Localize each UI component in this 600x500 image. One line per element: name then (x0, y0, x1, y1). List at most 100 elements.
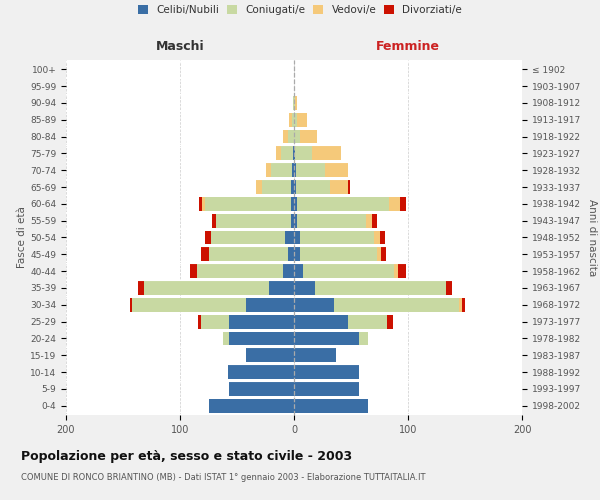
Bar (460, 298, 461, 312)
Bar (394, 264, 398, 278)
Bar (296, 180, 331, 194)
Bar (269, 281, 294, 295)
Bar (293, 146, 294, 160)
Bar (202, 197, 205, 210)
Bar (229, 332, 294, 345)
Bar (400, 197, 406, 210)
Bar (290, 214, 294, 228)
Bar (292, 113, 294, 126)
Bar (331, 180, 347, 194)
Bar (298, 113, 307, 126)
Bar (294, 230, 300, 244)
Bar (209, 248, 289, 261)
Bar (229, 314, 294, 328)
Bar (294, 264, 303, 278)
Bar (294, 314, 347, 328)
Bar (276, 146, 281, 160)
Bar (294, 298, 334, 312)
Bar (294, 348, 336, 362)
Bar (347, 314, 388, 328)
Bar (325, 164, 347, 177)
Bar (283, 264, 294, 278)
Bar (294, 146, 295, 160)
Bar (290, 180, 294, 194)
Bar (143, 281, 269, 295)
Bar (198, 314, 200, 328)
Bar (281, 146, 293, 160)
Bar (380, 248, 386, 261)
Bar (347, 180, 350, 194)
Bar (285, 230, 294, 244)
Bar (294, 248, 300, 261)
Bar (294, 281, 314, 295)
Bar (205, 230, 211, 244)
Bar (294, 332, 359, 345)
Bar (132, 298, 246, 312)
Bar (377, 248, 380, 261)
Bar (200, 248, 209, 261)
Bar (300, 248, 377, 261)
Bar (197, 264, 283, 278)
Y-axis label: Fasce di età: Fasce di età (17, 206, 27, 268)
Bar (283, 130, 289, 143)
Bar (256, 180, 262, 194)
Bar (294, 382, 359, 396)
Bar (223, 332, 229, 345)
Bar (294, 113, 298, 126)
Bar (199, 197, 202, 210)
Bar (294, 164, 296, 177)
Bar (294, 96, 295, 110)
Text: Maschi: Maschi (155, 40, 205, 53)
Bar (292, 164, 294, 177)
Bar (294, 197, 298, 210)
Bar (461, 298, 465, 312)
Bar (289, 113, 292, 126)
Bar (312, 146, 341, 160)
Bar (262, 180, 290, 194)
Bar (289, 130, 294, 143)
Bar (300, 130, 317, 143)
Bar (217, 214, 290, 228)
Bar (290, 197, 294, 210)
Bar (389, 197, 400, 210)
Bar (246, 348, 294, 362)
Bar (359, 332, 368, 345)
Bar (366, 214, 371, 228)
Bar (374, 230, 380, 244)
Bar (295, 96, 298, 110)
Text: COMUNE DI RONCO BRIANTINO (MB) - Dati ISTAT 1° gennaio 2003 - Elaborazione TUTTA: COMUNE DI RONCO BRIANTINO (MB) - Dati IS… (21, 472, 425, 482)
Bar (371, 214, 377, 228)
Text: Popolazione per età, sesso e stato civile - 2003: Popolazione per età, sesso e stato civil… (21, 450, 352, 463)
Bar (294, 365, 359, 379)
Bar (190, 264, 197, 278)
Bar (388, 314, 393, 328)
Bar (293, 96, 294, 110)
Bar (294, 130, 300, 143)
Bar (212, 214, 217, 228)
Bar (298, 214, 366, 228)
Text: Femmine: Femmine (376, 40, 440, 53)
Bar (303, 264, 394, 278)
Bar (229, 382, 294, 396)
Bar (314, 281, 446, 295)
Bar (300, 230, 374, 244)
Bar (334, 298, 460, 312)
Y-axis label: Anni di nascita: Anni di nascita (587, 199, 596, 276)
Bar (380, 230, 385, 244)
Bar (246, 298, 294, 312)
Bar (265, 164, 271, 177)
Legend: Celibi/Nubili, Coniugati/e, Vedovi/e, Divorziati/e: Celibi/Nubili, Coniugati/e, Vedovi/e, Di… (138, 5, 462, 15)
Bar (271, 164, 292, 177)
Bar (228, 365, 294, 379)
Bar (289, 248, 294, 261)
Bar (130, 298, 132, 312)
Bar (205, 197, 290, 210)
Bar (211, 230, 285, 244)
Bar (294, 214, 298, 228)
Bar (200, 314, 229, 328)
Bar (294, 399, 368, 412)
Bar (446, 281, 452, 295)
Bar (398, 264, 406, 278)
Bar (298, 197, 389, 210)
Bar (138, 281, 143, 295)
